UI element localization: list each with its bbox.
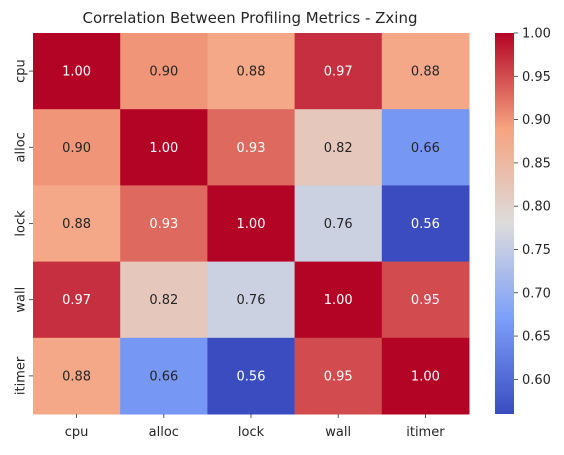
y-tick-label-alloc: alloc bbox=[14, 132, 29, 162]
heatmap-cell-itimer-alloc bbox=[120, 337, 208, 415]
cell-value-label-lock-wall: 0.76 bbox=[324, 217, 353, 232]
colorbar-tick-label-4: 0.80 bbox=[522, 200, 551, 215]
chart-title: Correlation Between Profiling Metrics - … bbox=[82, 9, 417, 27]
colorbar-tick-label-7: 0.95 bbox=[522, 70, 551, 85]
heatmap-cell-itimer-lock bbox=[207, 337, 296, 415]
heatmap-cell-alloc-cpu bbox=[33, 109, 121, 186]
heatmap-cell-lock-wall bbox=[294, 185, 383, 263]
cell-value-label-itimer-cpu: 0.88 bbox=[62, 369, 91, 384]
heatmap-cell-alloc-wall bbox=[294, 109, 383, 186]
x-tick-label-lock: lock bbox=[238, 425, 265, 440]
y-tick-label-lock: lock bbox=[14, 210, 29, 237]
colorbar-tick-label-1: 0.65 bbox=[522, 330, 551, 345]
y-tick-label-cpu: cpu bbox=[14, 59, 29, 83]
cell-value-label-wall-lock: 0.76 bbox=[237, 293, 266, 308]
x-tick-label-alloc: alloc bbox=[149, 425, 179, 440]
heatmap-cell-cpu-lock bbox=[207, 33, 296, 110]
heatmap-cell-wall-wall bbox=[294, 261, 383, 339]
heatmap-cell-wall-alloc bbox=[120, 261, 208, 339]
heatmap-cell-cpu-cpu bbox=[33, 33, 121, 110]
cell-value-label-lock-lock: 1.00 bbox=[237, 217, 266, 232]
cell-value-label-wall-itimer: 0.95 bbox=[411, 293, 440, 308]
heatmap-cell-wall-itimer bbox=[381, 261, 470, 339]
heatmap-cell-alloc-alloc bbox=[120, 109, 208, 186]
y-tick-label-itimer: itimer bbox=[14, 356, 29, 395]
heatmap-cell-itimer-cpu bbox=[33, 337, 121, 415]
heatmap-cell-alloc-lock bbox=[207, 109, 296, 186]
cell-value-label-cpu-lock: 0.88 bbox=[237, 65, 266, 80]
cell-value-label-alloc-cpu: 0.90 bbox=[62, 141, 91, 156]
cell-value-label-alloc-itimer: 0.66 bbox=[411, 141, 440, 156]
cell-value-label-alloc-wall: 0.82 bbox=[324, 141, 353, 156]
cell-value-label-wall-alloc: 0.82 bbox=[149, 293, 178, 308]
heatmap-cell-lock-cpu bbox=[33, 185, 121, 263]
cell-value-label-itimer-lock: 0.56 bbox=[237, 369, 266, 384]
colorbar-gradient bbox=[495, 33, 514, 414]
heatmap-cell-itimer-itimer bbox=[381, 337, 470, 415]
x-tick-label-wall: wall bbox=[325, 425, 351, 440]
x-tick-label-cpu: cpu bbox=[65, 425, 89, 440]
cell-value-label-cpu-wall: 0.97 bbox=[324, 65, 353, 80]
cell-value-label-wall-wall: 1.00 bbox=[324, 293, 353, 308]
heatmap-cell-cpu-itimer bbox=[381, 33, 470, 110]
colorbar-tick-label-6: 0.90 bbox=[522, 113, 551, 128]
heatmap-annotations: 1.00 0.90 0.88 0.97 0.88 0.90 1.00 0.93 0.82 0.66… bbox=[62, 65, 440, 385]
heatmap-cell-cpu-wall bbox=[294, 33, 383, 110]
colorbar-tick-label-0: 0.60 bbox=[522, 373, 551, 388]
heatmap-cell-lock-alloc bbox=[120, 185, 208, 263]
cell-value-label-lock-itimer: 0.56 bbox=[411, 217, 440, 232]
heatmap-cell-cpu-alloc bbox=[120, 33, 208, 110]
cell-value-label-lock-alloc: 0.93 bbox=[149, 217, 178, 232]
heatmap-cell-wall-lock bbox=[207, 261, 296, 339]
cell-value-label-cpu-itimer: 0.88 bbox=[411, 65, 440, 80]
heatmap-cell-wall-cpu bbox=[33, 261, 121, 339]
heatmap-cell-itimer-wall bbox=[294, 337, 383, 415]
cell-value-label-lock-cpu: 0.88 bbox=[62, 217, 91, 232]
cell-value-label-alloc-lock: 0.93 bbox=[237, 141, 266, 156]
cell-value-label-wall-cpu: 0.97 bbox=[62, 293, 91, 308]
colorbar-tick-label-8: 1.00 bbox=[522, 27, 551, 42]
heatmap-cells bbox=[33, 33, 470, 415]
colorbar: 0.60 0.65 0.70 0.75 0.80 0.85 0.90 0.95 1.00 bbox=[495, 27, 551, 414]
cell-value-label-alloc-alloc: 1.00 bbox=[149, 141, 178, 156]
cell-value-label-cpu-cpu: 1.00 bbox=[62, 65, 91, 80]
y-tick-label-wall: wall bbox=[14, 287, 29, 313]
heatmap-cell-alloc-itimer bbox=[381, 109, 470, 186]
cell-value-label-cpu-alloc: 0.90 bbox=[149, 65, 178, 80]
colorbar-tick-label-3: 0.75 bbox=[522, 243, 551, 258]
colorbar-tick-label-2: 0.70 bbox=[522, 286, 551, 301]
x-tick-label-itimer: itimer bbox=[406, 425, 445, 440]
cell-value-label-itimer-itimer: 1.00 bbox=[411, 369, 440, 384]
x-axis: cpu alloc lock wall itimer bbox=[65, 414, 445, 440]
colorbar-tick-label-5: 0.85 bbox=[522, 156, 551, 171]
y-axis: cpu alloc lock wall itimer bbox=[14, 59, 33, 395]
heatmap-cell-lock-lock bbox=[207, 185, 296, 263]
cell-value-label-itimer-wall: 0.95 bbox=[324, 369, 353, 384]
heatmap-cell-lock-itimer bbox=[381, 185, 470, 263]
cell-value-label-itimer-alloc: 0.66 bbox=[149, 369, 178, 384]
